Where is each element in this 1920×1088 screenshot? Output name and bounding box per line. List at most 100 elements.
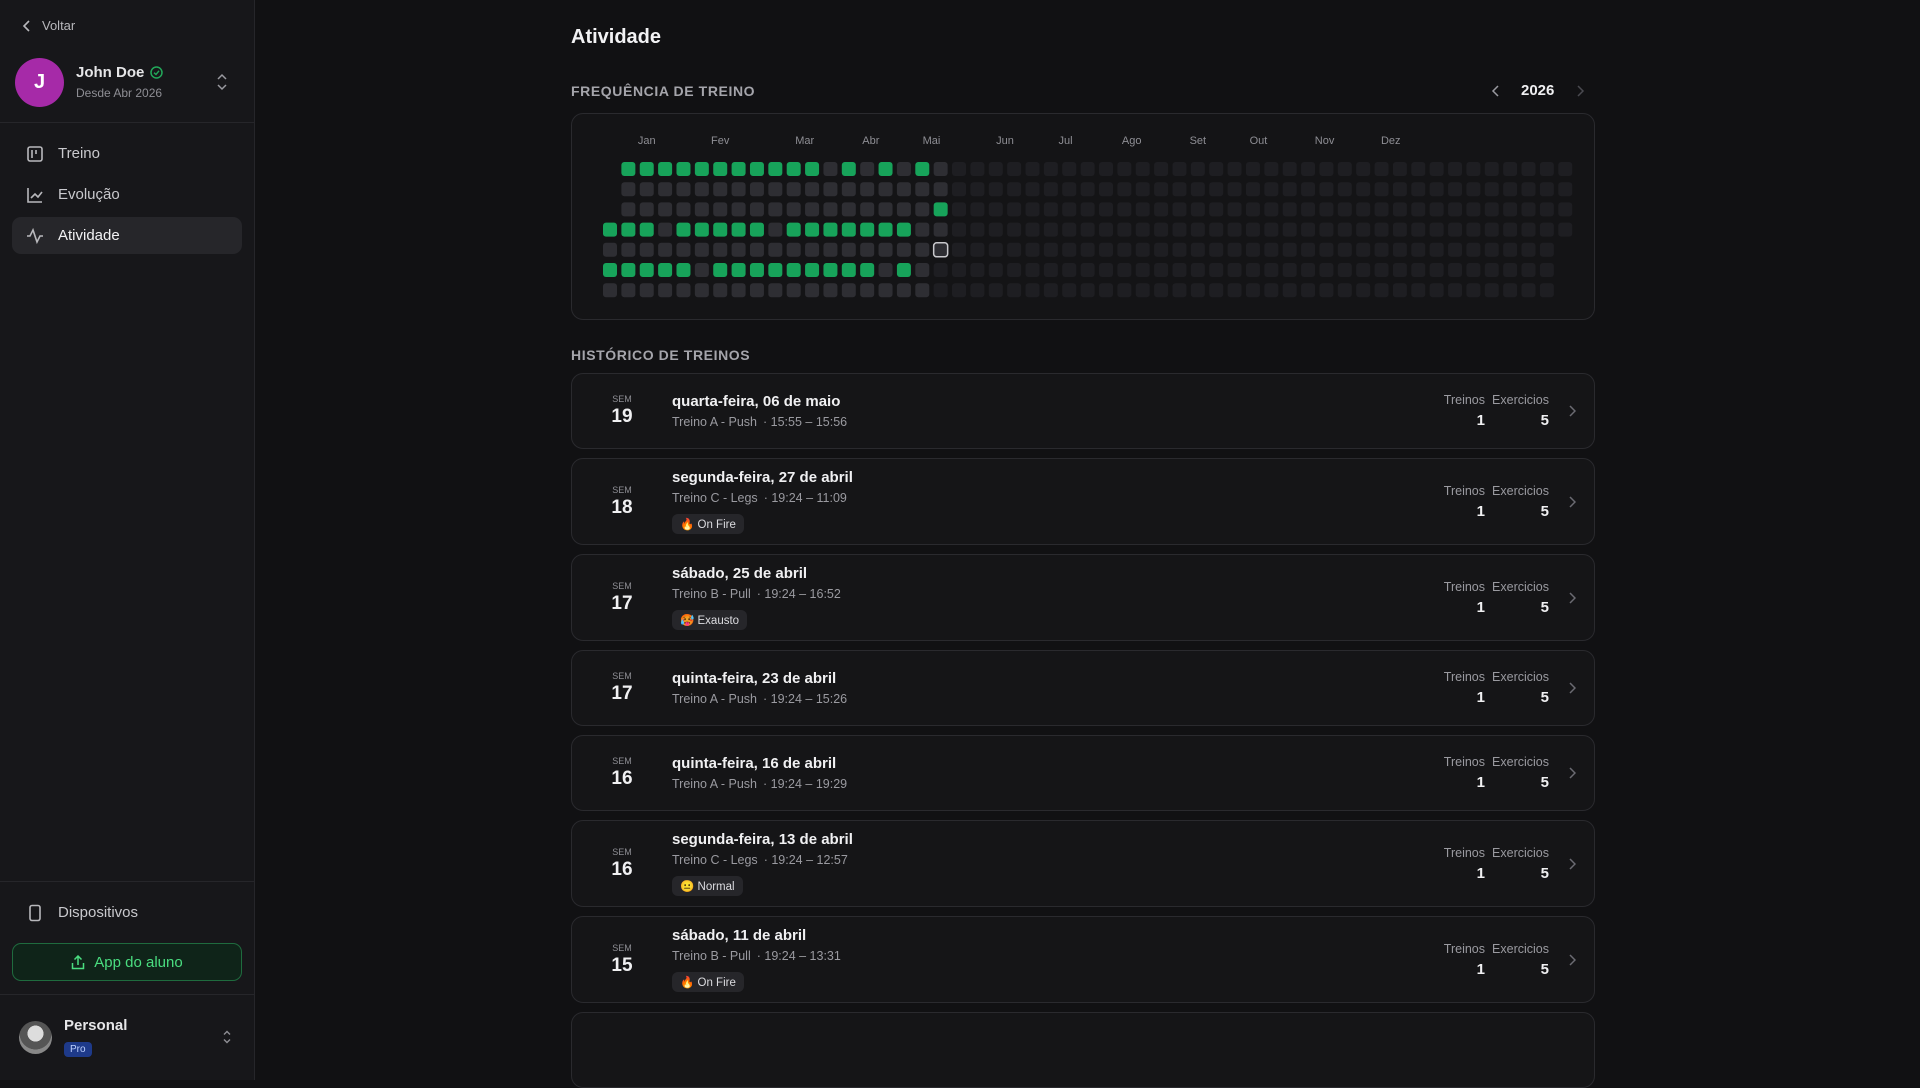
- heatmap-cell: [1245, 283, 1260, 298]
- heatmap-cell: [676, 222, 691, 237]
- heatmap-cell: [1448, 202, 1463, 217]
- account-switch-icon[interactable]: [221, 1029, 233, 1045]
- heatmap-cell: [1374, 202, 1389, 217]
- nav-label: Atividade: [58, 227, 120, 244]
- heatmap-cell: [1337, 263, 1352, 277]
- heatmap-cell: [1466, 222, 1481, 237]
- heatmap-cell: [1448, 283, 1463, 298]
- heatmap-cell: [1043, 202, 1058, 217]
- heatmap-cell: [1337, 283, 1352, 298]
- heatmap-cell: [621, 182, 636, 197]
- heatmap-cell: [1172, 263, 1187, 277]
- heatmap-cell: [621, 162, 636, 176]
- nav-item-active[interactable]: Atividade: [12, 217, 242, 254]
- heatmap-cell: [1043, 222, 1058, 237]
- heatmap-cell: [1429, 222, 1444, 237]
- heatmap-cell: [1411, 182, 1426, 197]
- heatmap-cell: [952, 283, 967, 298]
- heatmap-cell: [1080, 222, 1095, 237]
- heatmap-cell: [1172, 222, 1187, 237]
- heatmap-cell: [1521, 202, 1536, 217]
- history-card[interactable]: SEM 17 quinta-feira, 23 de abril Treino A -…: [571, 650, 1595, 726]
- heatmap-cell: [694, 162, 709, 176]
- heatmap-cell: [805, 202, 820, 217]
- stat-value: 1: [1476, 689, 1485, 706]
- heatmap-cell: [1209, 263, 1224, 277]
- section-heading: FREQUÊNCIA DE TREINO: [571, 83, 756, 99]
- nav-item[interactable]: Treino: [12, 135, 242, 172]
- heatmap-cell: [1282, 263, 1297, 277]
- heatmap-cell: [1539, 283, 1554, 298]
- heatmap-cell: [1245, 202, 1260, 217]
- heatmap-cell: [1392, 222, 1407, 237]
- heatmap-cell: [1521, 222, 1536, 237]
- heatmap-cell: [1521, 263, 1536, 277]
- heatmap-cell: [1301, 263, 1316, 277]
- chevron: [1549, 405, 1594, 417]
- history-card[interactable]: SEM 19 quarta-feira, 06 de maio Treino A - …: [571, 373, 1595, 449]
- heatmap-cell: [823, 202, 838, 217]
- heatmap-cell: [860, 222, 875, 237]
- heatmap-cell: [1007, 202, 1022, 217]
- heatmap-cell: [1135, 283, 1150, 298]
- heatmap-cell: [1429, 202, 1444, 217]
- heatmap-cell: [768, 263, 783, 277]
- user-switch-icon[interactable]: [215, 73, 229, 91]
- heatmap-cell: [1411, 242, 1426, 257]
- heatmap-cell: [639, 182, 654, 197]
- heatmap-cell: [694, 182, 709, 197]
- back-link[interactable]: Voltar: [22, 18, 75, 33]
- heatmap-cell: [713, 263, 728, 277]
- heatmap-cell: [1080, 242, 1095, 257]
- week-label: SEM: [612, 756, 632, 766]
- card-sub: Treino C - Legs · 19:24 – 12:57: [672, 853, 1421, 867]
- heatmap-cell: [1062, 263, 1077, 277]
- app-button[interactable]: App do aluno: [12, 943, 242, 981]
- history-card[interactable]: SEM 16 quinta-feira, 16 de abril Treino A -…: [571, 735, 1595, 811]
- week-block: SEM 16: [572, 847, 672, 881]
- time-range: · 19:24 – 13:31: [756, 949, 841, 963]
- stat-value: 5: [1540, 864, 1549, 882]
- divider: [0, 122, 255, 123]
- heatmap-cell: [1227, 202, 1242, 217]
- history-card[interactable]: SEM 16 segunda-feira, 13 de abril Treino C …: [571, 820, 1595, 907]
- heatmap-cell: [1411, 283, 1426, 298]
- chevron-icon: [1568, 495, 1576, 508]
- heatmap-cell: [1209, 222, 1224, 237]
- year: 2026: [1521, 82, 1555, 99]
- heatmap-cell: [1025, 242, 1040, 257]
- heatmap-cell: [786, 263, 801, 277]
- heatmap-cell: [1558, 222, 1573, 237]
- heatmap-cell: [1484, 242, 1499, 257]
- prev-year[interactable]: [1491, 84, 1501, 98]
- stat-label: Treinos: [1443, 483, 1485, 498]
- nav-item[interactable]: Evolução: [12, 176, 242, 213]
- heatmap-cell: [1411, 202, 1426, 217]
- heatmap-cell: [933, 202, 948, 217]
- stat-value: 5: [1540, 412, 1549, 429]
- history-card[interactable]: SEM 15 sábado, 11 de abril Treino B - Pull ·…: [571, 916, 1595, 1003]
- week-number: 16: [611, 768, 633, 789]
- nav-item[interactable]: Dispositivos: [12, 894, 242, 931]
- heatmap-cell: [878, 283, 893, 298]
- heatmap-cell: [1135, 202, 1150, 217]
- history-card[interactable]: SEM 17 sábado, 25 de abril Treino B - Pull ·…: [571, 554, 1595, 641]
- heatmap-cell: [603, 263, 617, 277]
- heatmap-cell: [970, 283, 985, 298]
- heatmap-cell: [1356, 283, 1371, 298]
- divider: [0, 994, 255, 995]
- heatmap-cell: [1007, 242, 1022, 257]
- stat-label: Treinos: [1443, 755, 1485, 769]
- plan-name: Treino A - Push: [672, 415, 757, 429]
- month-label: Nov: [1315, 135, 1335, 147]
- plan-badge: Pro: [64, 1042, 92, 1057]
- next-year[interactable]: [1575, 84, 1585, 98]
- heatmap-cell: [1172, 162, 1187, 176]
- card-body: sábado, 25 de abril Treino B - Pull · 19:2…: [672, 565, 1421, 630]
- heatmap-cell: [1043, 242, 1058, 257]
- stat: Treinos 1: [1421, 580, 1485, 616]
- heatmap-cell: [1264, 162, 1279, 176]
- heatmap-cell: [1539, 263, 1554, 277]
- history-card[interactable]: SEM 18 segunda-feira, 27 de abril Treino C …: [571, 458, 1595, 545]
- heatmap-cell: [639, 222, 654, 237]
